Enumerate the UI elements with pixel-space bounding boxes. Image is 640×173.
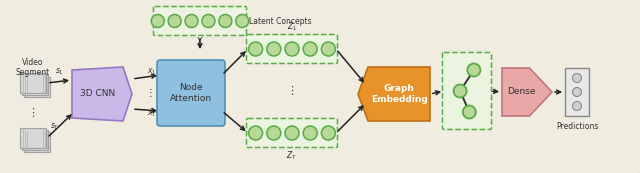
FancyBboxPatch shape xyxy=(20,128,46,148)
Circle shape xyxy=(321,126,335,140)
FancyBboxPatch shape xyxy=(246,119,337,148)
Circle shape xyxy=(168,15,181,28)
FancyBboxPatch shape xyxy=(20,73,46,93)
Text: ⋮: ⋮ xyxy=(28,108,38,118)
Text: Video
Segment: Video Segment xyxy=(16,58,50,77)
Circle shape xyxy=(303,42,317,56)
Text: Graph
Embedding: Graph Embedding xyxy=(371,84,428,104)
FancyBboxPatch shape xyxy=(24,77,50,97)
Text: $s_T$: $s_T$ xyxy=(50,121,60,132)
Polygon shape xyxy=(502,68,552,116)
Circle shape xyxy=(248,126,262,140)
Circle shape xyxy=(267,42,281,56)
FancyBboxPatch shape xyxy=(157,60,225,126)
Circle shape xyxy=(151,15,164,28)
FancyBboxPatch shape xyxy=(246,34,337,63)
Text: ⋮: ⋮ xyxy=(146,88,156,98)
Circle shape xyxy=(303,126,317,140)
Text: $s_1$: $s_1$ xyxy=(54,66,63,77)
Text: $Y$: $Y$ xyxy=(196,35,204,47)
Text: $x_T$: $x_T$ xyxy=(147,109,157,119)
Text: Predictions: Predictions xyxy=(556,122,598,131)
FancyBboxPatch shape xyxy=(565,68,589,116)
Circle shape xyxy=(185,15,198,28)
Text: Node
Attention: Node Attention xyxy=(170,83,212,103)
Circle shape xyxy=(573,74,582,83)
Polygon shape xyxy=(72,67,132,121)
Circle shape xyxy=(463,106,476,119)
FancyBboxPatch shape xyxy=(442,52,492,130)
Circle shape xyxy=(202,15,215,28)
Text: $Z_1$: $Z_1$ xyxy=(287,20,297,33)
Text: $x_1$: $x_1$ xyxy=(147,67,157,77)
FancyBboxPatch shape xyxy=(22,75,48,95)
Circle shape xyxy=(467,63,481,76)
Polygon shape xyxy=(358,67,430,121)
Text: Latent Concepts: Latent Concepts xyxy=(249,16,312,25)
Text: $Z_T$: $Z_T$ xyxy=(287,149,298,162)
Circle shape xyxy=(321,42,335,56)
Circle shape xyxy=(573,102,582,111)
Circle shape xyxy=(573,88,582,97)
Circle shape xyxy=(248,42,262,56)
Circle shape xyxy=(454,84,467,98)
FancyBboxPatch shape xyxy=(22,130,48,150)
Circle shape xyxy=(267,126,281,140)
Text: ⋮: ⋮ xyxy=(287,86,298,96)
Text: 3D CNN: 3D CNN xyxy=(81,89,116,98)
FancyBboxPatch shape xyxy=(24,132,50,152)
Circle shape xyxy=(285,126,299,140)
Text: Dense: Dense xyxy=(507,88,535,97)
Circle shape xyxy=(285,42,299,56)
Circle shape xyxy=(236,15,249,28)
FancyBboxPatch shape xyxy=(154,7,246,35)
Circle shape xyxy=(219,15,232,28)
